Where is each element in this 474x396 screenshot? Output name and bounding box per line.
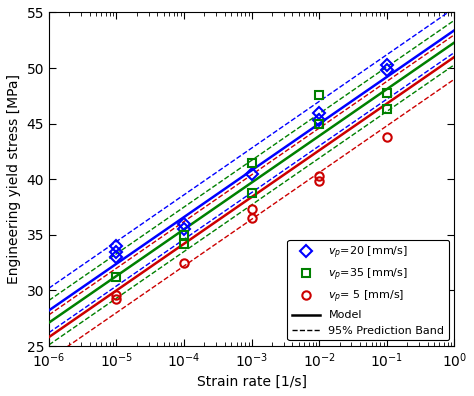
Y-axis label: Engineering yield stress [MPa]: Engineering yield stress [MPa] xyxy=(7,74,21,284)
Legend: $v_p$=20 [mm/s], $v_p$=35 [mm/s], $v_p$= 5 [mm/s], Model, 95% Prediction Band: $v_p$=20 [mm/s], $v_p$=35 [mm/s], $v_p$=… xyxy=(287,240,449,341)
X-axis label: Strain rate [1/s]: Strain rate [1/s] xyxy=(197,375,307,389)
